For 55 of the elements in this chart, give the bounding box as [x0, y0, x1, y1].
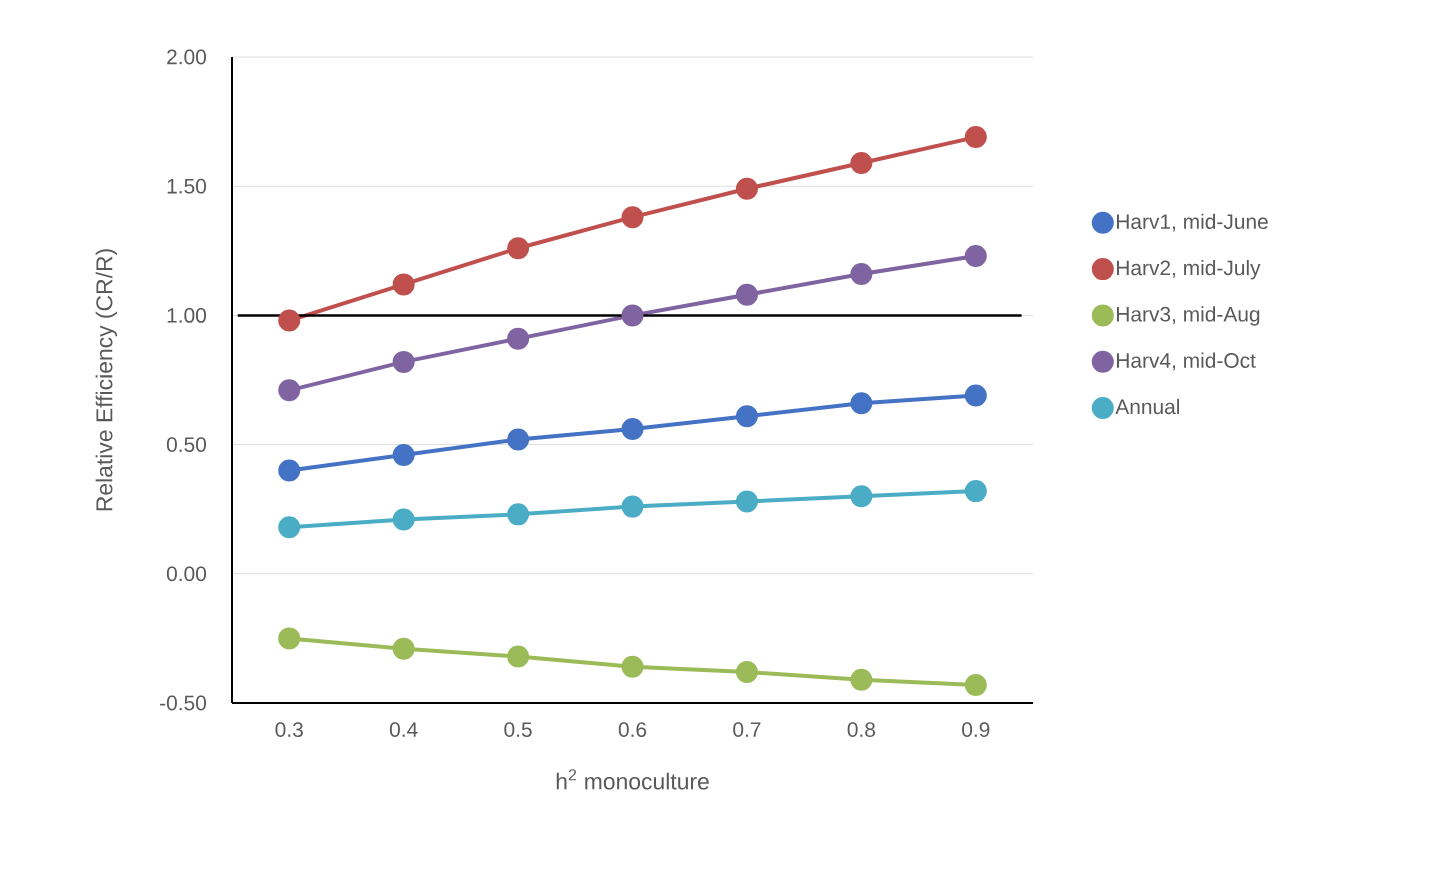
point — [278, 309, 301, 332]
point — [278, 379, 301, 402]
point — [507, 645, 530, 668]
y-tick-label: 1.00 — [167, 307, 207, 323]
x-tick-label: 0.6 — [618, 722, 647, 737]
point — [850, 668, 873, 691]
legend-label: Harv1, mid-June — [1117, 213, 1268, 232]
y-tick-label: 0.50 — [166, 437, 207, 452]
y-tick-label: -0.50 — [160, 695, 207, 711]
x-tick-label: 0.4 — [389, 722, 418, 737]
x-tick-label: 0.9 — [962, 722, 990, 737]
point — [507, 428, 530, 451]
point — [392, 273, 415, 296]
point — [735, 177, 758, 200]
point — [507, 503, 530, 526]
x-tick-label: 0.3 — [275, 722, 303, 737]
point — [278, 627, 301, 650]
point — [850, 485, 873, 508]
point — [392, 443, 415, 466]
point — [850, 392, 873, 415]
point — [621, 206, 644, 229]
y-tick-label: 1.50 — [167, 178, 207, 194]
point — [507, 327, 530, 350]
point — [850, 263, 873, 286]
legend-label: Annual — [1115, 398, 1180, 415]
point — [735, 660, 758, 683]
y-tick-label: 0.00 — [166, 566, 207, 582]
point — [278, 516, 301, 539]
point — [735, 405, 758, 428]
point — [392, 508, 415, 531]
y-tick-label: 2.00 — [167, 49, 207, 65]
point — [735, 283, 758, 306]
y-axis-title: Relative Efficiency (CR/R) — [95, 249, 117, 511]
point — [392, 350, 415, 373]
x-tick-label: 0.7 — [733, 722, 761, 737]
point — [964, 480, 987, 503]
x-tick-label: 0.5 — [504, 722, 532, 737]
point — [507, 237, 530, 260]
point — [964, 244, 987, 267]
point — [621, 495, 644, 518]
legend-label: Harv4, mid-Oct — [1117, 352, 1256, 371]
point — [621, 304, 644, 327]
legend-label: Harv3, mid-Aug — [1117, 306, 1260, 326]
point — [735, 490, 758, 513]
point — [964, 384, 987, 407]
point — [392, 637, 415, 660]
legend-label: Harv2, mid-July — [1117, 259, 1261, 280]
point — [964, 126, 987, 149]
x-tick-label: 0.8 — [847, 722, 875, 737]
x-axis-title: h$^{2}$ monoculture — [556, 769, 709, 790]
point — [964, 673, 987, 696]
point — [621, 655, 644, 678]
point — [278, 459, 301, 482]
point — [850, 151, 873, 174]
point — [621, 418, 644, 441]
